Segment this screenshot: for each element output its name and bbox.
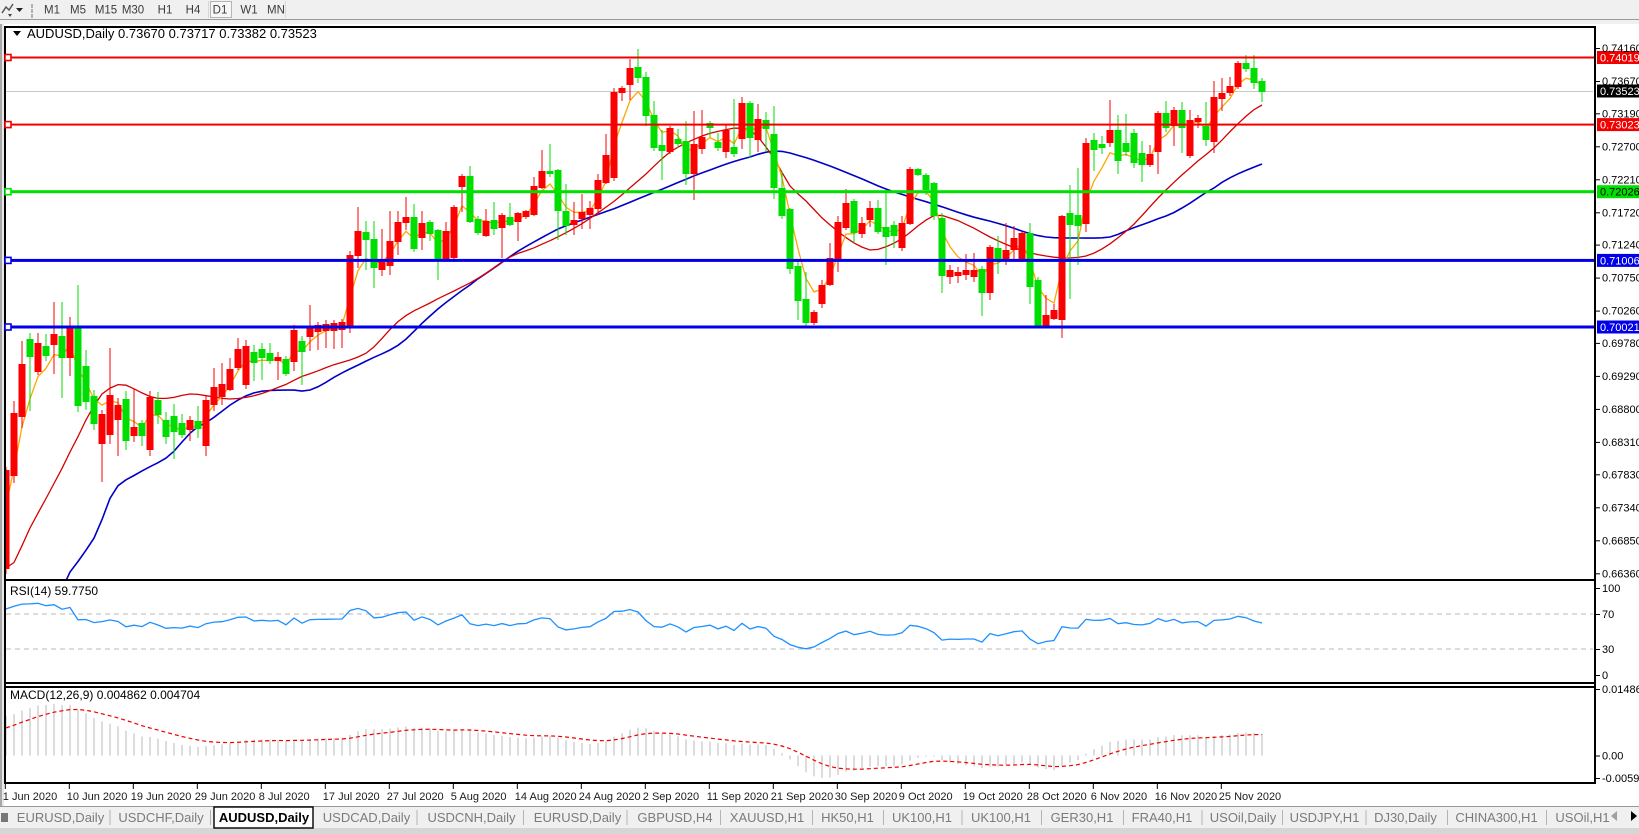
svg-text:17 Jul 2020: 17 Jul 2020	[323, 791, 380, 803]
svg-text:0.71006: 0.71006	[1600, 255, 1639, 267]
svg-text:0.71720: 0.71720	[1602, 207, 1639, 219]
svg-text:0.69780: 0.69780	[1602, 338, 1639, 350]
svg-text:16 Nov 2020: 16 Nov 2020	[1155, 791, 1217, 803]
svg-text:D1: D1	[213, 5, 228, 17]
svg-text:H4: H4	[186, 5, 201, 17]
svg-text:0.66360: 0.66360	[1602, 568, 1639, 580]
svg-text:M5: M5	[70, 5, 86, 17]
svg-text:0.74160: 0.74160	[1602, 43, 1639, 55]
svg-text:0.72026: 0.72026	[1600, 187, 1639, 199]
svg-text:CHINA300,H1: CHINA300,H1	[1455, 810, 1537, 825]
svg-text:19 Oct 2020: 19 Oct 2020	[963, 791, 1023, 803]
svg-text:0.72700: 0.72700	[1602, 141, 1639, 153]
svg-text:USOil,H1: USOil,H1	[1555, 810, 1609, 825]
svg-text:9 Oct 2020: 9 Oct 2020	[899, 791, 953, 803]
svg-text:14 Aug 2020: 14 Aug 2020	[515, 791, 577, 803]
svg-text:0.73023: 0.73023	[1600, 120, 1639, 132]
svg-text:21 Sep 2020: 21 Sep 2020	[771, 791, 833, 803]
svg-text:70: 70	[1602, 609, 1614, 621]
svg-text:RSI(14) 59.7750: RSI(14) 59.7750	[10, 584, 98, 598]
svg-text:0.69290: 0.69290	[1602, 371, 1639, 383]
svg-text:GBPUSD,H4: GBPUSD,H4	[637, 810, 712, 825]
svg-text:USDCHF,Daily: USDCHF,Daily	[118, 810, 204, 825]
svg-text:100: 100	[1602, 583, 1620, 595]
svg-text:6 Nov 2020: 6 Nov 2020	[1091, 791, 1147, 803]
svg-text:MACD(12,26,9) 0.004862 0.00470: MACD(12,26,9) 0.004862 0.004704	[10, 688, 200, 702]
svg-text:0.70021: 0.70021	[1600, 322, 1639, 334]
svg-text:0.72210: 0.72210	[1602, 174, 1639, 186]
svg-text:25 Nov 2020: 25 Nov 2020	[1219, 791, 1281, 803]
svg-text:MN: MN	[267, 5, 285, 17]
svg-text:30 Sep 2020: 30 Sep 2020	[835, 791, 897, 803]
svg-text:29 Jun 2020: 29 Jun 2020	[195, 791, 256, 803]
svg-text:M1: M1	[44, 5, 60, 17]
svg-text:UK100,H1: UK100,H1	[971, 810, 1031, 825]
svg-text:5 Aug 2020: 5 Aug 2020	[451, 791, 507, 803]
svg-text:UK100,H1: UK100,H1	[892, 810, 952, 825]
svg-text:28 Oct 2020: 28 Oct 2020	[1027, 791, 1087, 803]
svg-text:0.73523: 0.73523	[1600, 86, 1639, 98]
svg-text:0.67340: 0.67340	[1602, 502, 1639, 514]
svg-text:AUDUSD,Daily: AUDUSD,Daily	[219, 810, 310, 825]
svg-text:0.70260: 0.70260	[1602, 306, 1639, 318]
svg-text:0.70750: 0.70750	[1602, 273, 1639, 285]
svg-text:USOil,Daily: USOil,Daily	[1210, 810, 1277, 825]
svg-text:EURUSD,Daily: EURUSD,Daily	[17, 810, 105, 825]
svg-text:AUDUSD,Daily 0.73670 0.73717: AUDUSD,Daily 0.73670 0.73717 0.73382 0.7…	[27, 26, 317, 41]
svg-text:10 Jun 2020: 10 Jun 2020	[67, 791, 128, 803]
svg-text:30: 30	[1602, 644, 1614, 656]
svg-text:0.68310: 0.68310	[1602, 437, 1639, 449]
svg-text:0.73670: 0.73670	[1602, 76, 1639, 88]
svg-text:27 Jul 2020: 27 Jul 2020	[387, 791, 444, 803]
svg-text:USDCAD,Daily: USDCAD,Daily	[323, 810, 411, 825]
svg-text:M30: M30	[122, 5, 144, 17]
svg-text:19 Jun 2020: 19 Jun 2020	[131, 791, 192, 803]
svg-text:FRA40,H1: FRA40,H1	[1132, 810, 1193, 825]
svg-text:DJ30,Daily: DJ30,Daily	[1374, 810, 1437, 825]
svg-text:-0.005938: -0.005938	[1602, 773, 1639, 785]
svg-text:W1: W1	[240, 5, 257, 17]
svg-text:M15: M15	[95, 5, 117, 17]
svg-text:24 Aug 2020: 24 Aug 2020	[579, 791, 641, 803]
svg-text:8 Jul 2020: 8 Jul 2020	[259, 791, 310, 803]
svg-text:0: 0	[1602, 670, 1608, 682]
svg-text:GER30,H1: GER30,H1	[1051, 810, 1114, 825]
svg-text:USDCNH,Daily: USDCNH,Daily	[427, 810, 516, 825]
svg-text:HK50,H1: HK50,H1	[821, 810, 874, 825]
svg-text:XAUUSD,H1: XAUUSD,H1	[730, 810, 804, 825]
svg-text:0.00: 0.00	[1602, 751, 1623, 763]
svg-text:0.74019: 0.74019	[1600, 53, 1639, 65]
svg-text:1 Jun 2020: 1 Jun 2020	[3, 791, 57, 803]
svg-text:0.73190: 0.73190	[1602, 108, 1639, 120]
svg-text:0.71240: 0.71240	[1602, 240, 1639, 252]
svg-text:USDJPY,H1: USDJPY,H1	[1290, 810, 1360, 825]
svg-text:2 Sep 2020: 2 Sep 2020	[643, 791, 699, 803]
svg-text:0.68800: 0.68800	[1602, 404, 1639, 416]
svg-text:H1: H1	[158, 5, 173, 17]
svg-text:0.66850: 0.66850	[1602, 535, 1639, 547]
svg-text:11 Sep 2020: 11 Sep 2020	[707, 791, 769, 803]
svg-text:0.67830: 0.67830	[1602, 469, 1639, 481]
svg-text:EURUSD,Daily: EURUSD,Daily	[534, 810, 622, 825]
svg-text:0.014861: 0.014861	[1602, 684, 1639, 696]
